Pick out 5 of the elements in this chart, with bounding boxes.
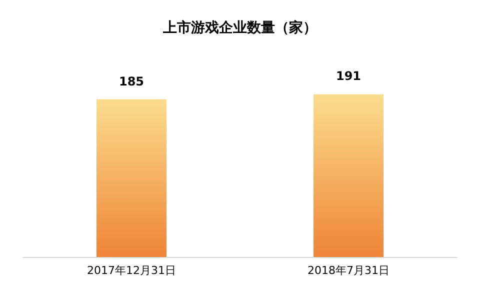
data-label: 191 <box>336 69 362 84</box>
x-tick-label: 2017年12月31日 <box>87 264 176 277</box>
chart-title: 上市游戏企业数量（家） <box>162 19 317 36</box>
x-tick-label: 2018年7月31日 <box>308 264 390 277</box>
data-label: 185 <box>118 74 144 88</box>
